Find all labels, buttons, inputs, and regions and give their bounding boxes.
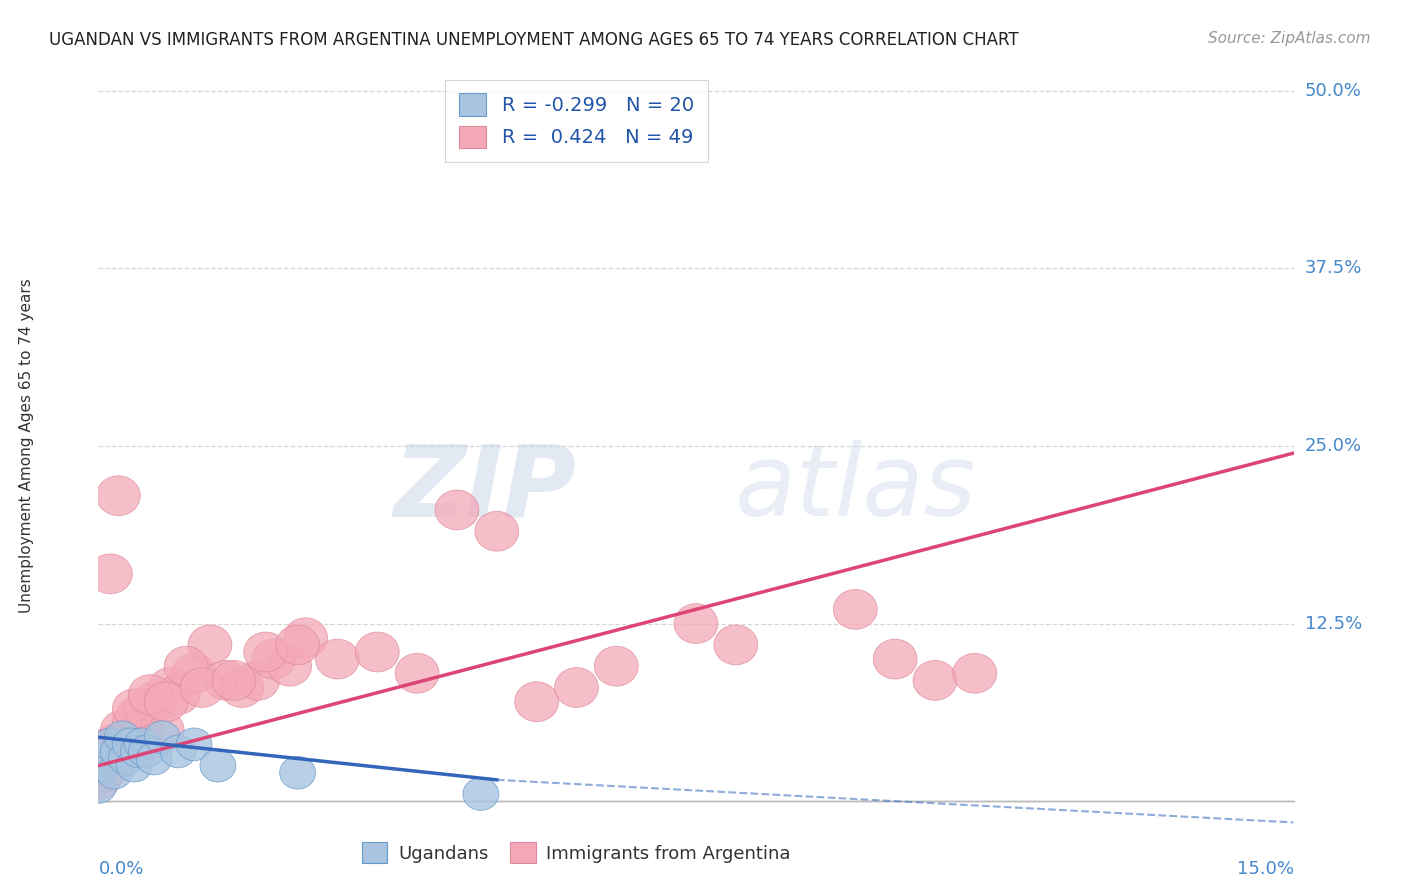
- Ellipse shape: [912, 660, 957, 700]
- Ellipse shape: [145, 681, 188, 722]
- Ellipse shape: [834, 590, 877, 629]
- Text: 12.5%: 12.5%: [1305, 615, 1362, 632]
- Ellipse shape: [180, 667, 224, 707]
- Ellipse shape: [160, 735, 195, 768]
- Ellipse shape: [873, 640, 917, 679]
- Ellipse shape: [953, 654, 997, 693]
- Ellipse shape: [148, 667, 193, 707]
- Legend: Ugandans, Immigrants from Argentina: Ugandans, Immigrants from Argentina: [354, 835, 799, 871]
- Text: ZIP: ZIP: [394, 440, 576, 537]
- Text: 25.0%: 25.0%: [1305, 437, 1362, 455]
- Ellipse shape: [356, 632, 399, 672]
- Ellipse shape: [267, 647, 312, 686]
- Text: Source: ZipAtlas.com: Source: ZipAtlas.com: [1208, 31, 1371, 46]
- Ellipse shape: [236, 660, 280, 700]
- Text: UGANDAN VS IMMIGRANTS FROM ARGENTINA UNEMPLOYMENT AMONG AGES 65 TO 74 YEARS CORR: UGANDAN VS IMMIGRANTS FROM ARGENTINA UNE…: [49, 31, 1019, 49]
- Ellipse shape: [673, 604, 718, 643]
- Ellipse shape: [84, 739, 128, 779]
- Ellipse shape: [176, 728, 212, 761]
- Ellipse shape: [121, 710, 165, 750]
- Ellipse shape: [112, 689, 156, 729]
- Ellipse shape: [89, 746, 132, 786]
- Ellipse shape: [93, 724, 136, 764]
- Ellipse shape: [84, 749, 121, 782]
- Ellipse shape: [515, 681, 558, 722]
- Text: Unemployment Among Ages 65 to 74 years: Unemployment Among Ages 65 to 74 years: [18, 278, 34, 614]
- Ellipse shape: [434, 490, 479, 530]
- Ellipse shape: [117, 749, 152, 782]
- Ellipse shape: [280, 756, 315, 789]
- Ellipse shape: [124, 728, 160, 761]
- Ellipse shape: [112, 728, 148, 761]
- Ellipse shape: [104, 721, 141, 754]
- Ellipse shape: [121, 735, 156, 768]
- Ellipse shape: [315, 640, 360, 679]
- Text: 0.0%: 0.0%: [98, 860, 143, 878]
- Ellipse shape: [156, 674, 200, 714]
- Ellipse shape: [108, 742, 145, 775]
- Ellipse shape: [128, 735, 165, 768]
- Ellipse shape: [100, 710, 145, 750]
- Text: 15.0%: 15.0%: [1236, 860, 1294, 878]
- Ellipse shape: [714, 625, 758, 665]
- Ellipse shape: [97, 756, 132, 789]
- Ellipse shape: [93, 728, 128, 761]
- Ellipse shape: [284, 618, 328, 657]
- Ellipse shape: [141, 710, 184, 750]
- Ellipse shape: [204, 660, 247, 700]
- Ellipse shape: [112, 703, 156, 743]
- Ellipse shape: [97, 475, 141, 516]
- Ellipse shape: [124, 689, 169, 729]
- Ellipse shape: [104, 724, 148, 764]
- Ellipse shape: [80, 753, 124, 793]
- Ellipse shape: [554, 667, 599, 707]
- Ellipse shape: [188, 625, 232, 665]
- Ellipse shape: [395, 654, 439, 693]
- Ellipse shape: [128, 674, 172, 714]
- Ellipse shape: [219, 667, 264, 707]
- Text: 37.5%: 37.5%: [1305, 260, 1362, 277]
- Ellipse shape: [80, 771, 117, 804]
- Ellipse shape: [595, 647, 638, 686]
- Ellipse shape: [200, 749, 236, 782]
- Ellipse shape: [463, 778, 499, 811]
- Text: atlas: atlas: [734, 440, 976, 537]
- Text: 50.0%: 50.0%: [1305, 82, 1361, 100]
- Ellipse shape: [89, 554, 132, 594]
- Ellipse shape: [136, 742, 172, 775]
- Ellipse shape: [276, 625, 319, 665]
- Ellipse shape: [100, 735, 136, 768]
- Ellipse shape: [165, 647, 208, 686]
- Ellipse shape: [76, 760, 121, 800]
- Ellipse shape: [132, 681, 176, 722]
- Ellipse shape: [117, 696, 160, 736]
- Ellipse shape: [145, 721, 180, 754]
- Ellipse shape: [475, 511, 519, 551]
- Ellipse shape: [243, 632, 288, 672]
- Ellipse shape: [97, 731, 141, 772]
- Ellipse shape: [212, 660, 256, 700]
- Ellipse shape: [172, 654, 217, 693]
- Ellipse shape: [89, 742, 124, 775]
- Ellipse shape: [108, 717, 152, 757]
- Ellipse shape: [252, 640, 295, 679]
